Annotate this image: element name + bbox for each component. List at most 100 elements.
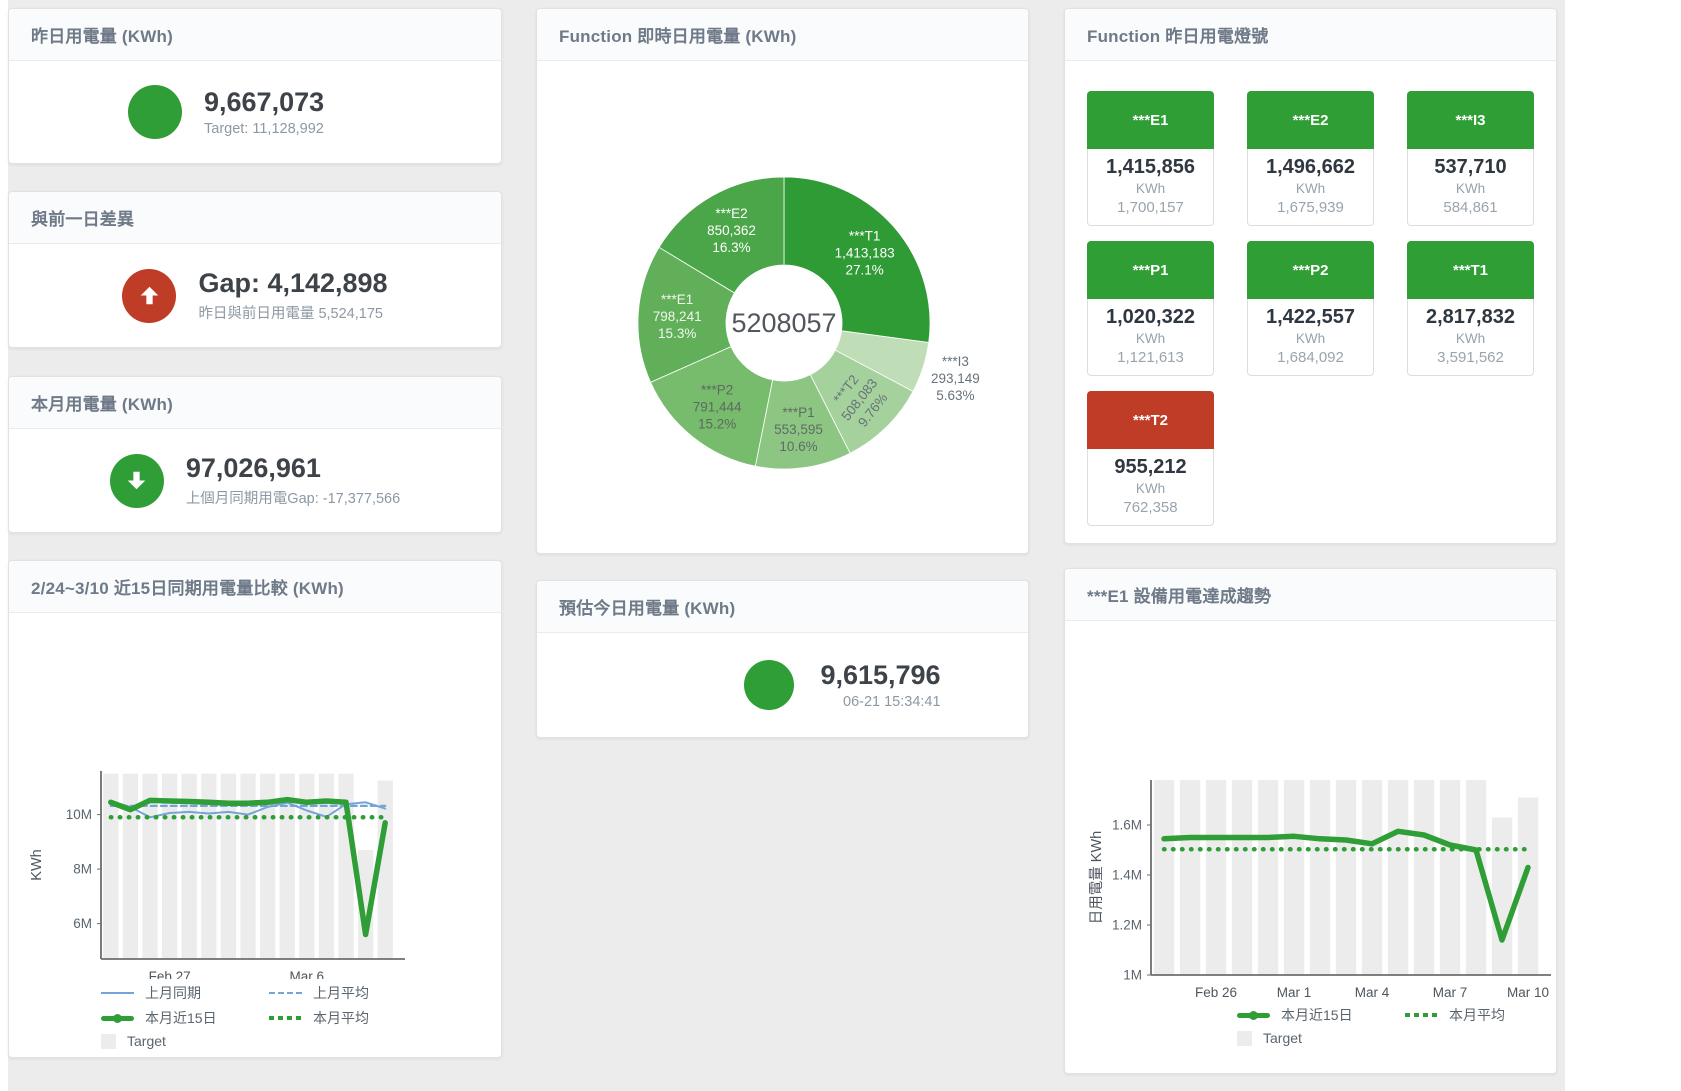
tile-value: 1,415,856 [1106, 156, 1195, 178]
legend-label: Target [127, 1033, 166, 1049]
tile-unit: KWh [1135, 181, 1166, 196]
legend-label: Target [1263, 1030, 1302, 1046]
legend-item[interactable]: 本月近15日 [1237, 1005, 1405, 1025]
chart-legend: 本月近15日 本月平均 Target [1237, 1005, 1556, 1046]
light-tile-e2[interactable]: ***E2 1,496,662 KWh 1,675,939 [1247, 91, 1374, 226]
tile-unit: KWh [1455, 331, 1486, 346]
legend-label: 本月平均 [313, 1010, 369, 1026]
kpi-target: Target: 11,128,992 [204, 121, 324, 138]
legend-item[interactable]: 本月平均 [1405, 1005, 1556, 1025]
tile-value: 1,020,322 [1106, 306, 1195, 328]
kpi-value: 9,615,796 [820, 659, 941, 690]
svg-text:6M: 6M [73, 916, 92, 931]
svg-text:Feb 27: Feb 27 [149, 969, 191, 979]
kpi-value: Gap: 4,142,898 [198, 267, 388, 298]
light-tile-i3[interactable]: ***I3 537,710 KWh 584,861 [1407, 91, 1534, 226]
thick-line-marker-icon [101, 1013, 134, 1023]
lights-grid: ***E1 1,415,856 KWh 1,700,157 ***E2 1,49… [1065, 61, 1556, 526]
arrow-down-icon [109, 453, 164, 508]
svg-text:10M: 10M [66, 807, 92, 822]
svg-text:5208057: 5208057 [731, 308, 836, 338]
legend-label: 本月近15日 [145, 1010, 217, 1026]
card-light-signals: Function 昨日用電燈號 ***E1 1,415,856 KWh 1,70… [1064, 8, 1557, 544]
dotted-line-marker-icon [1405, 1012, 1438, 1018]
card-title: 本月用電量 (KWh) [9, 377, 501, 429]
legend-label: 上月平均 [313, 985, 369, 1001]
tile-value: 1,422,557 [1266, 306, 1355, 328]
status-circle-icon [128, 85, 182, 139]
kpi-timestamp: 06-21 15:34:41 [843, 694, 941, 711]
svg-text:1M: 1M [1123, 968, 1142, 983]
light-tile-t2[interactable]: ***T2 955,212 KWh 762,358 [1087, 391, 1214, 526]
tile-name: ***T2 [1087, 391, 1214, 449]
tile-name: ***P2 [1247, 241, 1374, 299]
legend-item[interactable]: 本月平均 [269, 1008, 501, 1028]
square-marker-icon [1237, 1030, 1252, 1046]
card-title: 2/24~3/10 近15日同期用電量比較 (KWh) [9, 561, 501, 613]
tile-name: ***P1 [1087, 241, 1214, 299]
kpi-sub: 上個月同期用電Gap: -17,377,566 [185, 491, 401, 508]
kpi-sub: 昨日與前日用電量 5,524,175 [198, 306, 383, 323]
card-title: ***E1 設備用電達成趨勢 [1065, 569, 1556, 621]
page-gutter [1565, 0, 1681, 1091]
svg-text:Mar 7: Mar 7 [1433, 985, 1468, 999]
light-tile-e1[interactable]: ***E1 1,415,856 KWh 1,700,157 [1087, 91, 1214, 226]
svg-text:1.2M: 1.2M [1112, 918, 1142, 933]
card-title: 與前一日差異 [9, 192, 501, 244]
tile-unit: KWh [1295, 181, 1326, 196]
light-tile-t1[interactable]: ***T1 2,817,832 KWh 3,591,562 [1407, 241, 1534, 376]
svg-text:日用電量 KWh: 日用電量 KWh [1089, 831, 1105, 924]
svg-text:1.4M: 1.4M [1112, 868, 1142, 883]
tile-target: 1,121,613 [1117, 349, 1184, 366]
svg-text:Mar 6: Mar 6 [290, 969, 325, 979]
tile-unit: KWh [1295, 331, 1326, 346]
arrow-up-icon [122, 268, 177, 323]
tile-value: 537,710 [1434, 156, 1507, 178]
light-tile-p2[interactable]: ***P2 1,422,557 KWh 1,684,092 [1247, 241, 1374, 376]
tile-target: 1,700,157 [1117, 199, 1184, 216]
tile-name: ***I3 [1407, 91, 1534, 149]
legend-item[interactable]: 本月近15日 [101, 1008, 269, 1028]
tile-unit: KWh [1135, 481, 1166, 496]
card-today-estimate: 預估今日用電量 (KWh) 9,615,796 06-21 15:34:41 [536, 580, 1029, 738]
card-title: 預估今日用電量 (KWh) [537, 581, 1028, 633]
thick-line-marker-icon [1237, 1010, 1270, 1020]
card-month-usage: 本月用電量 (KWh) 97,026,961 上個月同期用電Gap: -17,3… [8, 376, 502, 533]
tile-value: 955,212 [1114, 456, 1187, 478]
tile-target: 1,684,092 [1277, 349, 1344, 366]
card-e1-trend-chart: ***E1 設備用電達成趨勢 1M 1.2M 1.4M 1.6M Feb 26 Mar 1… [1064, 568, 1557, 1074]
realtime-donut-chart[interactable]: ***T1 1,413,183 27.1%***I3 293,149 5.63%***T… [537, 61, 1030, 549]
light-tile-p1[interactable]: ***P1 1,020,322 KWh 1,121,613 [1087, 241, 1214, 376]
chart-legend: 上月同期 上月平均 本月近15日 本月平均 Target [101, 983, 501, 1049]
tile-name: ***T1 [1407, 241, 1534, 299]
card-yesterday-usage: 昨日用電量 (KWh) 9,667,073 Target: 11,128,992 [8, 8, 502, 164]
svg-text:1.6M: 1.6M [1112, 818, 1142, 833]
legend-label: 本月近15日 [1281, 1007, 1353, 1023]
kpi-value: 9,667,073 [204, 86, 325, 117]
legend-item[interactable]: 上月平均 [269, 983, 501, 1003]
comparison-line-chart[interactable]: 6M 8M 10M Feb 27 Mar 6 KWh [15, 621, 495, 979]
tile-target: 1,675,939 [1277, 199, 1344, 216]
legend-item[interactable]: Target [1237, 1030, 1405, 1046]
square-marker-icon [101, 1033, 116, 1049]
svg-text:Mar 1: Mar 1 [1277, 985, 1312, 999]
card-day-gap: 與前一日差異 Gap: 4,142,898 昨日與前日用電量 5,524,175 [8, 191, 502, 348]
svg-text:Mar 4: Mar 4 [1355, 985, 1390, 999]
legend-item[interactable]: 上月同期 [101, 983, 269, 1003]
legend-label: 上月同期 [145, 985, 201, 1001]
card-compare-chart: 2/24~3/10 近15日同期用電量比較 (KWh) 6M 8M 10M Feb 2… [8, 560, 502, 1058]
tile-target: 584,861 [1443, 199, 1498, 216]
e1-trend-line-chart[interactable]: 1M 1.2M 1.4M 1.6M Feb 26 Mar 1 Mar 4 Mar 7 Mar 1… [1071, 629, 1555, 999]
legend-label: 本月平均 [1449, 1007, 1505, 1023]
svg-text:Mar 10: Mar 10 [1507, 985, 1549, 999]
card-title: 昨日用電量 (KWh) [9, 9, 501, 61]
svg-text:KWh: KWh [29, 849, 45, 880]
line-marker-icon [101, 992, 134, 994]
svg-text:8M: 8M [73, 862, 92, 877]
tile-value: 1,496,662 [1266, 156, 1355, 178]
tile-value: 2,817,832 [1426, 306, 1515, 328]
kpi-value: 97,026,961 [185, 452, 321, 483]
legend-item[interactable]: Target [101, 1033, 269, 1049]
